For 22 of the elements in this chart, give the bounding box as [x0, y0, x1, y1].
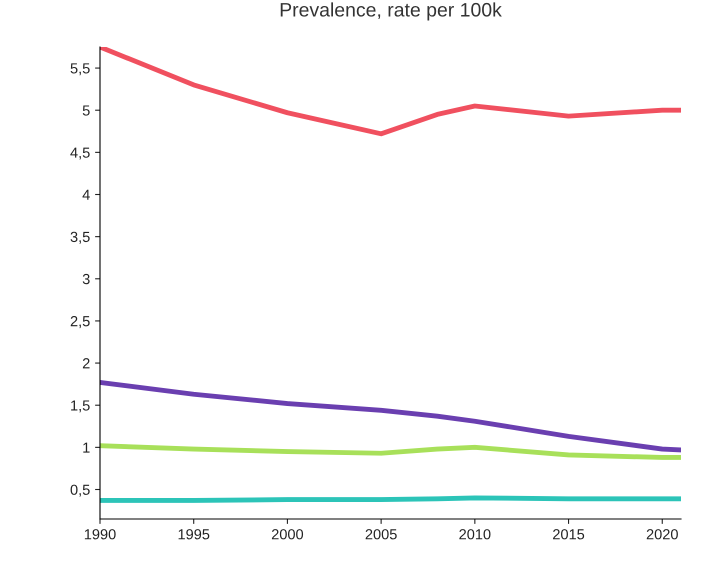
y-tick-label: 2: [82, 358, 90, 368]
x-tick-label: 2015: [553, 529, 584, 540]
y-tick-label: 4,5: [70, 148, 90, 160]
y-tick-label: 5: [82, 105, 90, 116]
line-series: [100, 380, 681, 452]
x-tick-label: 2010: [459, 529, 490, 540]
y-tick-label: 1: [83, 442, 90, 453]
y-tick-label: 0,5: [70, 484, 90, 497]
y-tick-label: 3,5: [70, 232, 90, 244]
y-tick-label: 3: [82, 274, 90, 284]
chart-title: Prevalence, rate per 100k: [280, 2, 502, 20]
x-tick-label: 1995: [178, 529, 210, 540]
y-tick-label: 5,5: [70, 63, 90, 76]
line-series: [100, 443, 681, 460]
x-tick-label: 1990: [84, 529, 116, 540]
y-tick-label: 2,5: [70, 316, 90, 328]
y-tick-label: 4: [82, 190, 90, 200]
x-tick-label: 2000: [272, 529, 304, 540]
y-tick-label: 1,5: [71, 400, 90, 412]
x-tick-label: 2005: [366, 529, 397, 540]
x-tick-label: 2020: [646, 529, 678, 540]
line-series: [100, 47, 681, 136]
